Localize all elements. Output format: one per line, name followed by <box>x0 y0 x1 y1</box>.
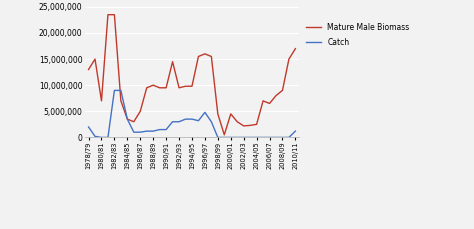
Mature Male Biomass <box>202 52 208 55</box>
Catch <box>144 130 150 133</box>
Line: Mature Male Biomass: Mature Male Biomass <box>89 15 295 135</box>
Mature Male Biomass <box>86 68 91 71</box>
Mature Male Biomass <box>241 125 246 127</box>
Catch <box>170 120 175 123</box>
Catch <box>131 131 137 134</box>
Catch <box>196 119 201 122</box>
Mature Male Biomass <box>92 58 98 60</box>
Mature Male Biomass <box>131 120 137 123</box>
Mature Male Biomass <box>125 118 130 120</box>
Mature Male Biomass <box>189 85 195 88</box>
Catch <box>228 136 234 139</box>
Catch <box>202 111 208 114</box>
Mature Male Biomass <box>280 89 285 92</box>
Catch <box>286 136 292 139</box>
Mature Male Biomass <box>176 86 182 89</box>
Mature Male Biomass <box>209 55 214 58</box>
Catch <box>241 136 246 139</box>
Catch <box>92 135 98 138</box>
Catch <box>99 136 104 139</box>
Mature Male Biomass <box>111 13 117 16</box>
Catch <box>189 118 195 120</box>
Catch <box>273 136 279 139</box>
Catch <box>157 128 163 131</box>
Catch <box>280 136 285 139</box>
Mature Male Biomass <box>260 99 266 102</box>
Mature Male Biomass <box>292 47 298 50</box>
Catch <box>111 89 117 92</box>
Mature Male Biomass <box>105 13 111 16</box>
Mature Male Biomass <box>254 123 259 126</box>
Catch <box>118 89 124 92</box>
Catch <box>105 136 111 139</box>
Catch <box>86 125 91 128</box>
Mature Male Biomass <box>228 112 234 115</box>
Catch <box>150 130 156 133</box>
Mature Male Biomass <box>118 99 124 102</box>
Mature Male Biomass <box>215 112 221 115</box>
Mature Male Biomass <box>157 86 163 89</box>
Mature Male Biomass <box>234 120 240 123</box>
Mature Male Biomass <box>137 110 143 113</box>
Catch <box>221 136 227 139</box>
Mature Male Biomass <box>144 86 150 89</box>
Mature Male Biomass <box>182 85 188 88</box>
Catch <box>176 120 182 123</box>
Mature Male Biomass <box>170 60 175 63</box>
Catch <box>209 120 214 123</box>
Catch <box>254 136 259 139</box>
Catch <box>182 118 188 120</box>
Mature Male Biomass <box>247 124 253 127</box>
Mature Male Biomass <box>267 102 273 105</box>
Legend: Mature Male Biomass, Catch: Mature Male Biomass, Catch <box>305 21 411 48</box>
Mature Male Biomass <box>273 94 279 97</box>
Mature Male Biomass <box>286 58 292 60</box>
Mature Male Biomass <box>196 55 201 58</box>
Mature Male Biomass <box>150 84 156 87</box>
Catch <box>267 136 273 139</box>
Catch <box>234 136 240 139</box>
Mature Male Biomass <box>99 99 104 102</box>
Mature Male Biomass <box>163 86 169 89</box>
Mature Male Biomass <box>221 134 227 136</box>
Catch <box>260 136 266 139</box>
Catch <box>215 136 221 139</box>
Catch <box>125 118 130 120</box>
Catch <box>137 131 143 134</box>
Catch <box>247 136 253 139</box>
Catch <box>292 130 298 133</box>
Line: Catch: Catch <box>89 90 295 137</box>
Catch <box>163 128 169 131</box>
